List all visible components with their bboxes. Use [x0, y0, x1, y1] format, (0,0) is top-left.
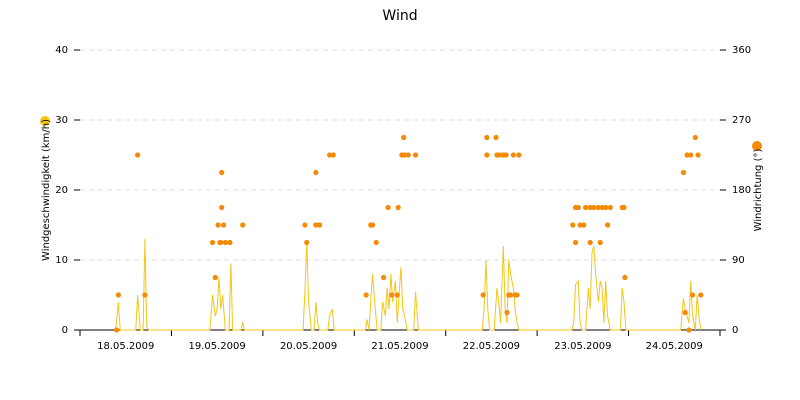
x-tick-label: 22.05.2009 — [463, 341, 520, 352]
wind-direction-point — [304, 239, 310, 246]
wind-direction-point — [680, 169, 687, 176]
x-tick-label: 20.05.2009 — [280, 341, 337, 352]
wind-direction-point — [385, 204, 391, 211]
wind-direction-point — [577, 222, 583, 228]
wind-direction-point — [575, 204, 581, 211]
y-axis-label: Windgeschwindigkeit (km/h) — [41, 119, 52, 261]
wind-direction-point — [401, 134, 407, 141]
wind-direction-point — [219, 204, 225, 211]
y-tick-label: 30 — [55, 115, 68, 126]
wind-direction-point — [313, 169, 319, 176]
wind-direction-point — [503, 152, 509, 158]
wind-direction-point — [222, 239, 228, 246]
wind-direction-point — [219, 169, 225, 176]
wind-direction-point — [604, 222, 611, 228]
wind-direction-point — [389, 292, 395, 298]
wind-direction-point — [215, 222, 221, 228]
wind-direction-point — [698, 292, 704, 298]
wind-direction-point — [572, 239, 579, 246]
y-tick-label: 10 — [55, 255, 68, 266]
wind-direction-point — [603, 204, 609, 211]
wind-direction-point — [688, 152, 694, 158]
wind-direction-point — [401, 152, 408, 158]
wind-direction-point — [218, 239, 224, 246]
wind-direction-point — [480, 292, 486, 298]
wind-direction-point — [369, 222, 376, 228]
wind-direction-point — [689, 292, 696, 298]
wind-direction-point — [621, 204, 627, 211]
wind-direction-point — [514, 292, 520, 298]
x-tick-label: 19.05.2009 — [189, 341, 246, 352]
wind-direction-point — [405, 152, 411, 158]
x-tick-label: 24.05.2009 — [646, 341, 703, 352]
wind-direction-point — [622, 274, 628, 281]
wind-direction-point — [302, 222, 308, 228]
wind-direction-point — [570, 222, 576, 228]
y2-axis-label: Windrichtung (°) — [753, 149, 764, 232]
wind-direction-point — [363, 292, 369, 298]
wind-direction-point — [380, 274, 387, 281]
x-tick-label: 21.05.2009 — [371, 341, 428, 352]
wind-direction-point — [142, 292, 148, 298]
wind-direction-point — [394, 292, 400, 298]
wind-direction-point — [692, 134, 698, 141]
legend-marker — [40, 116, 50, 126]
wind-direction-point — [581, 222, 587, 228]
wind-direction-point — [330, 152, 336, 158]
x-tick-label: 18.05.2009 — [97, 341, 154, 352]
y2-tick-label: 90 — [732, 255, 745, 266]
y2-tick-label: 270 — [732, 115, 751, 126]
wind-direction-point — [587, 204, 593, 211]
wind-direction-point — [599, 204, 605, 211]
wind-direction-point — [316, 222, 323, 228]
wind-direction-point — [686, 327, 692, 333]
y2-tick-label: 0 — [732, 325, 738, 336]
wind-direction-point — [695, 152, 701, 158]
x-tick-label: 23.05.2009 — [554, 341, 611, 352]
wind-direction-point — [412, 152, 419, 158]
legend-marker — [752, 141, 762, 151]
wind-direction-point — [227, 239, 233, 246]
y2-tick-label: 360 — [732, 45, 751, 56]
wind-direction-point — [597, 239, 603, 246]
wind-direction-point — [497, 152, 503, 158]
chart-title: Wind — [382, 8, 417, 24]
wind-direction-point — [587, 239, 593, 246]
wind-speed-line — [115, 238, 702, 331]
wind-direction-point — [484, 134, 490, 141]
wind-direction-point — [313, 222, 319, 228]
wind-direction-point — [373, 239, 379, 246]
y-tick-label: 40 — [55, 45, 68, 56]
wind-direction-point — [484, 152, 490, 158]
wind-direction-point — [395, 204, 401, 211]
wind-direction-point — [591, 204, 597, 211]
y-tick-label: 0 — [62, 325, 68, 336]
wind-direction-point — [115, 292, 121, 298]
wind-direction-point — [682, 309, 688, 316]
wind-direction-point — [504, 309, 510, 316]
wind-direction-point — [209, 239, 216, 246]
wind-direction-point — [595, 204, 602, 211]
wind-direction-point — [493, 134, 499, 141]
wind-direction-point — [240, 222, 246, 228]
y2-tick-label: 180 — [732, 185, 751, 196]
wind-direction-point — [212, 274, 218, 281]
wind-direction-point — [220, 222, 227, 228]
wind-direction-point — [607, 204, 613, 211]
wind-direction-point — [327, 152, 333, 158]
wind-direction-point — [583, 204, 589, 211]
wind-direction-point — [113, 327, 120, 333]
wind-direction-point — [510, 152, 516, 158]
wind-direction-point — [135, 152, 141, 158]
wind-direction-point — [516, 152, 522, 158]
wind-direction-point — [508, 292, 514, 298]
wind-direction-point — [684, 152, 690, 158]
y-tick-label: 20 — [55, 185, 68, 196]
